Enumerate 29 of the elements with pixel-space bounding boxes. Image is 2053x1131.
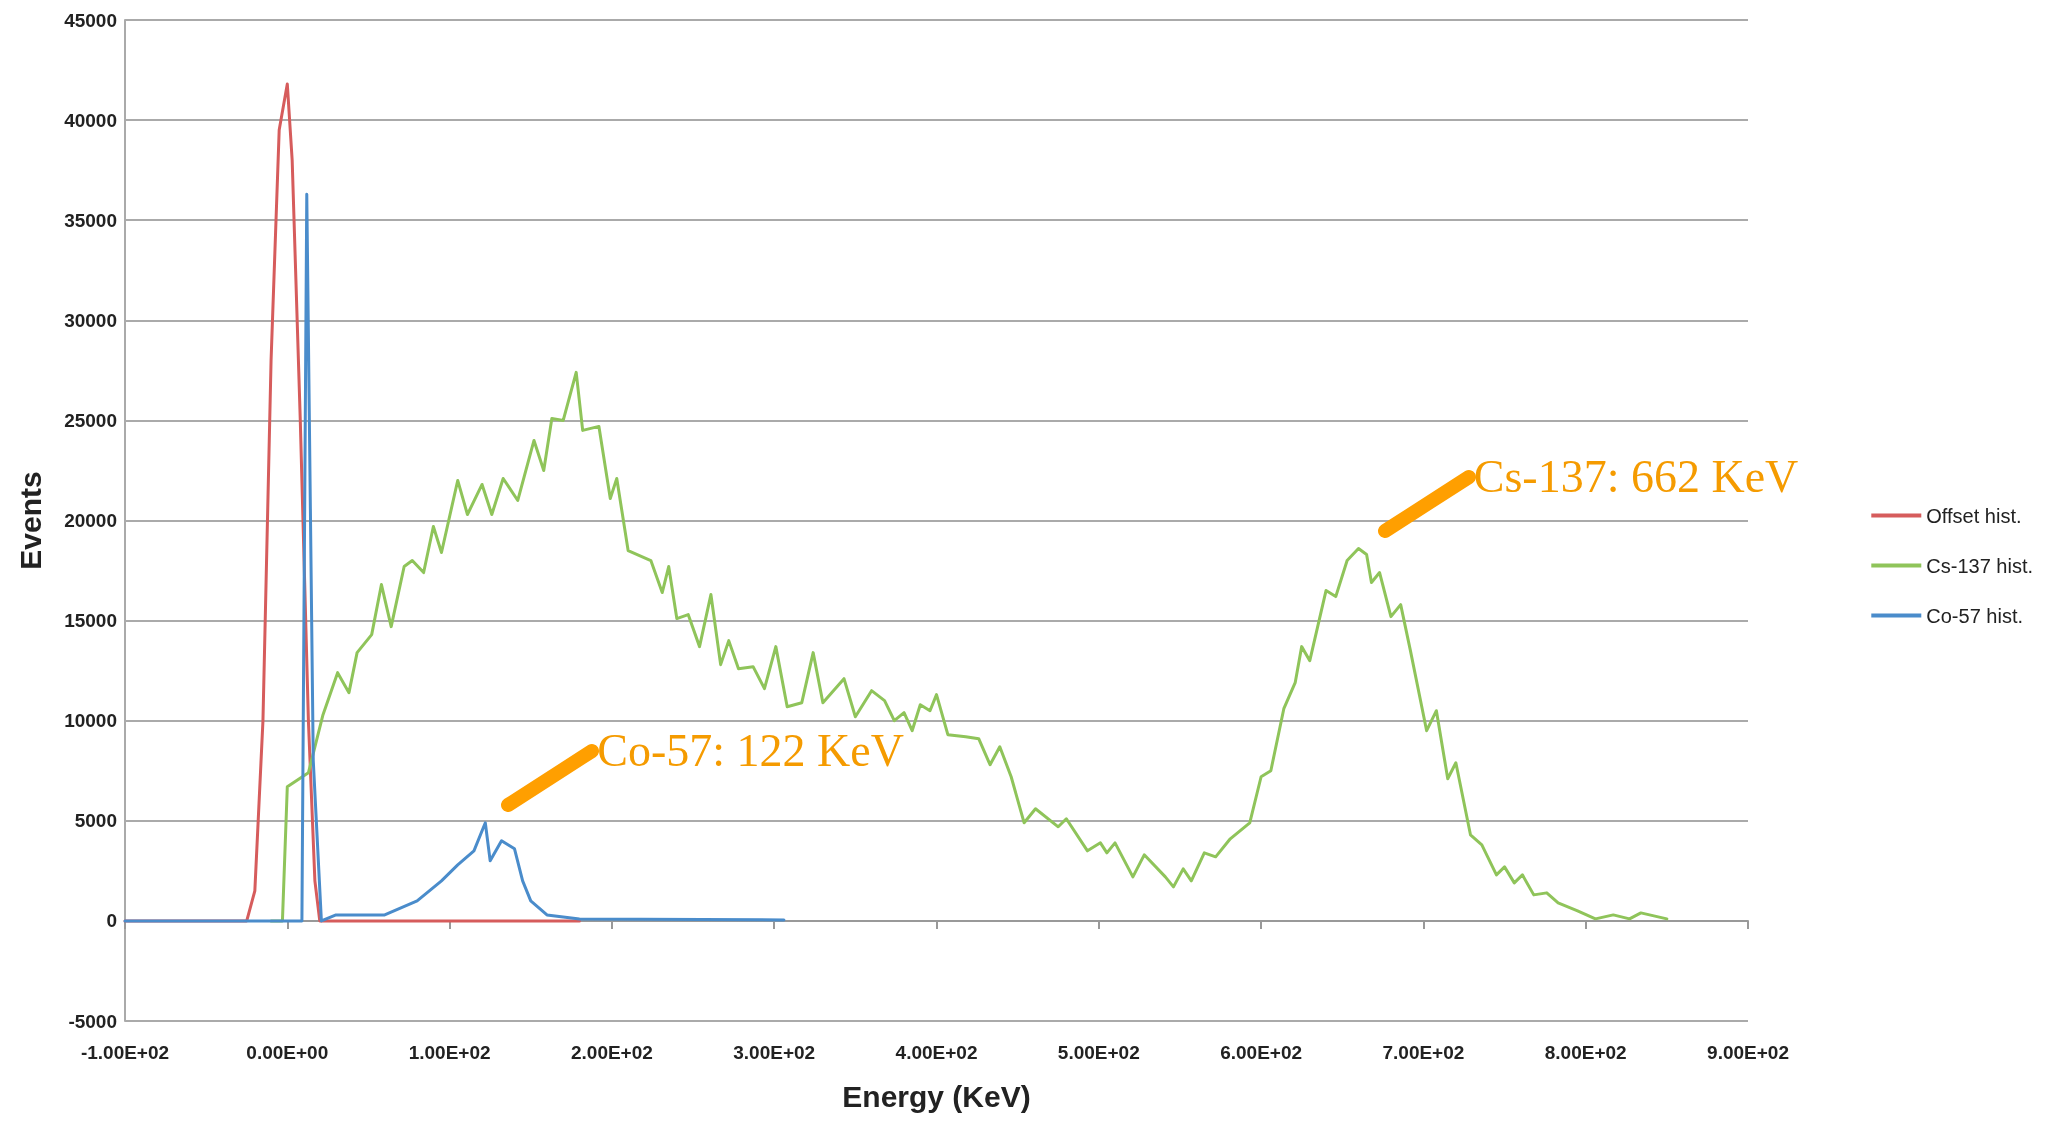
legend-label: Co-57 hist. — [1926, 604, 2024, 627]
y-tick-label: 10000 — [64, 710, 117, 732]
x-tick-label: 9.00E+02 — [1707, 1042, 1789, 1063]
x-tick-label: 7.00E+02 — [1382, 1042, 1465, 1063]
y-tick-label: 15000 — [64, 610, 117, 632]
y-tick-label: 0 — [106, 910, 117, 932]
x-tick-label: 3.00E+02 — [733, 1042, 816, 1063]
x-tick-label: 5.00E+02 — [1057, 1042, 1140, 1063]
y-tick-label: 5000 — [74, 810, 117, 832]
annotation: Co-57: 122 KeV — [597, 725, 904, 777]
x-tick-label: 8.00E+02 — [1544, 1042, 1627, 1063]
y-tick-label: 25000 — [64, 409, 117, 431]
y-tick-label: 40000 — [64, 109, 117, 131]
annotation: Cs-137: 662 KeV — [1473, 451, 1799, 503]
y-tick-label: -5000 — [68, 1010, 117, 1032]
y-axis-title: Events — [13, 471, 47, 570]
legend-label: Cs-137 hist. — [1926, 554, 2034, 577]
x-tick-label: 0.00E+00 — [246, 1042, 329, 1063]
y-tick-label: 30000 — [64, 309, 117, 331]
y-tick-label: 20000 — [64, 510, 117, 531]
legend-label: Offset hist. — [1926, 504, 2022, 527]
x-tick-label: 2.00E+02 — [570, 1042, 653, 1063]
x-tick-label: -1.00E+02 — [80, 1042, 170, 1063]
x-tick-label: 4.00E+02 — [895, 1042, 978, 1063]
y-tick-label: 45000 — [64, 9, 117, 31]
x-tick-label: 1.00E+02 — [408, 1042, 491, 1063]
x-axis-title: Energy (KeV) — [842, 1079, 1031, 1113]
y-tick-label: 35000 — [64, 209, 117, 231]
x-tick-label: 6.00E+02 — [1220, 1042, 1303, 1063]
